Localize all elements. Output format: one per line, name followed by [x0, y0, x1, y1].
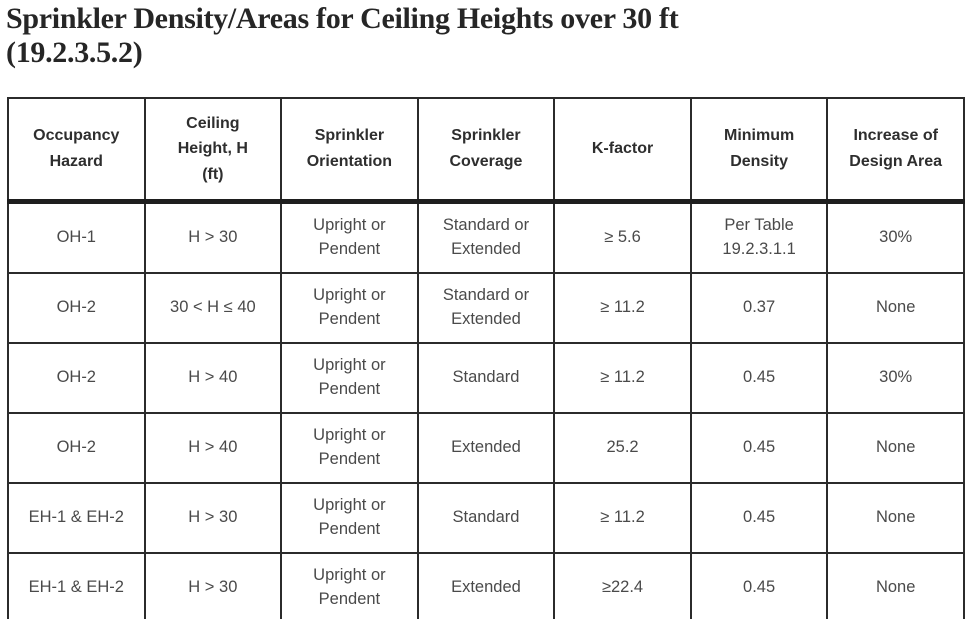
cell-ceiling-height: 30 < H ≤ 40 — [143, 272, 283, 344]
col-header-sprinkler-orientation: Sprinkler Orientation — [280, 97, 419, 204]
cell-design-area-increase: None — [826, 412, 965, 484]
cell-ceiling-height: H > 30 — [143, 552, 283, 619]
cell-orientation: Upright or Pendent — [280, 272, 419, 344]
cell-min-density: Per Table 19.2.3.1.1 — [689, 200, 829, 274]
cell-occupancy-hazard: EH-1 & EH-2 — [7, 482, 146, 554]
table-row: EH-1 & EH-2 H > 30 Upright or Pendent St… — [7, 482, 965, 554]
cell-coverage: Standard or Extended — [416, 272, 556, 344]
cell-coverage: Extended — [416, 552, 556, 619]
table-row: OH-1 H > 30 Upright or Pendent Standard … — [7, 200, 965, 274]
cell-coverage: Standard — [416, 482, 556, 554]
cell-orientation: Upright or Pendent — [280, 342, 419, 414]
cell-occupancy-hazard: OH-2 — [7, 272, 146, 344]
cell-k-factor: ≥22.4 — [553, 552, 692, 619]
cell-ceiling-height: H > 30 — [143, 200, 283, 274]
page-title-line-2: (19.2.3.5.2) — [6, 35, 143, 69]
cell-min-density: 0.45 — [689, 482, 829, 554]
header-row: Occupancy Hazard Ceiling Height, H (ft) … — [7, 97, 965, 204]
cell-orientation: Upright or Pendent — [280, 200, 419, 274]
sprinkler-density-table: Occupancy Hazard Ceiling Height, H (ft) … — [7, 97, 965, 619]
page-title-line-1: Sprinkler Density/Areas for Ceiling Heig… — [6, 2, 679, 35]
cell-coverage: Extended — [416, 412, 556, 484]
table-body: OH-1 H > 30 Upright or Pendent Standard … — [7, 200, 965, 619]
col-header-occupancy-hazard: Occupancy Hazard — [7, 97, 146, 204]
cell-ceiling-height: H > 40 — [143, 412, 283, 484]
cell-occupancy-hazard: OH-1 — [7, 200, 146, 274]
cell-k-factor: 25.2 — [553, 412, 692, 484]
cell-min-density: 0.45 — [689, 412, 829, 484]
cell-ceiling-height: H > 40 — [143, 342, 283, 414]
cell-design-area-increase: None — [826, 272, 965, 344]
cell-occupancy-hazard: EH-1 & EH-2 — [7, 552, 146, 619]
cell-occupancy-hazard: OH-2 — [7, 342, 146, 414]
col-header-design-area-increase: Increase of Design Area — [826, 97, 965, 204]
cell-occupancy-hazard: OH-2 — [7, 412, 146, 484]
cell-orientation: Upright or Pendent — [280, 482, 419, 554]
cell-min-density: 0.37 — [689, 272, 829, 344]
cell-ceiling-height: H > 30 — [143, 482, 283, 554]
col-header-sprinkler-coverage: Sprinkler Coverage — [416, 97, 556, 204]
page-title: Sprinkler Density/Areas for Ceiling Heig… — [0, 0, 975, 69]
cell-orientation: Upright or Pendent — [280, 412, 419, 484]
cell-k-factor: ≥ 11.2 — [553, 342, 692, 414]
cell-k-factor: ≥ 11.2 — [553, 482, 692, 554]
cell-k-factor: ≥ 11.2 — [553, 272, 692, 344]
cell-design-area-increase: 30% — [826, 200, 965, 274]
cell-design-area-increase: None — [826, 552, 965, 619]
cell-coverage: Standard or Extended — [416, 200, 556, 274]
cell-design-area-increase: None — [826, 482, 965, 554]
col-header-ceiling-height: Ceiling Height, H (ft) — [143, 97, 283, 204]
cell-k-factor: ≥ 5.6 — [553, 200, 692, 274]
cell-orientation: Upright or Pendent — [280, 552, 419, 619]
table-row: OH-2 H > 40 Upright or Pendent Standard … — [7, 342, 965, 414]
col-header-k-factor: K-factor — [553, 97, 692, 204]
cell-design-area-increase: 30% — [826, 342, 965, 414]
table-row: OH-2 30 < H ≤ 40 Upright or Pendent Stan… — [7, 272, 965, 344]
cell-min-density: 0.45 — [689, 552, 829, 619]
table-header: Occupancy Hazard Ceiling Height, H (ft) … — [7, 97, 965, 204]
col-header-minimum-density: Minimum Density — [689, 97, 829, 204]
cell-min-density: 0.45 — [689, 342, 829, 414]
cell-coverage: Standard — [416, 342, 556, 414]
table-row: OH-2 H > 40 Upright or Pendent Extended … — [7, 412, 965, 484]
table-row: EH-1 & EH-2 H > 30 Upright or Pendent Ex… — [7, 552, 965, 619]
